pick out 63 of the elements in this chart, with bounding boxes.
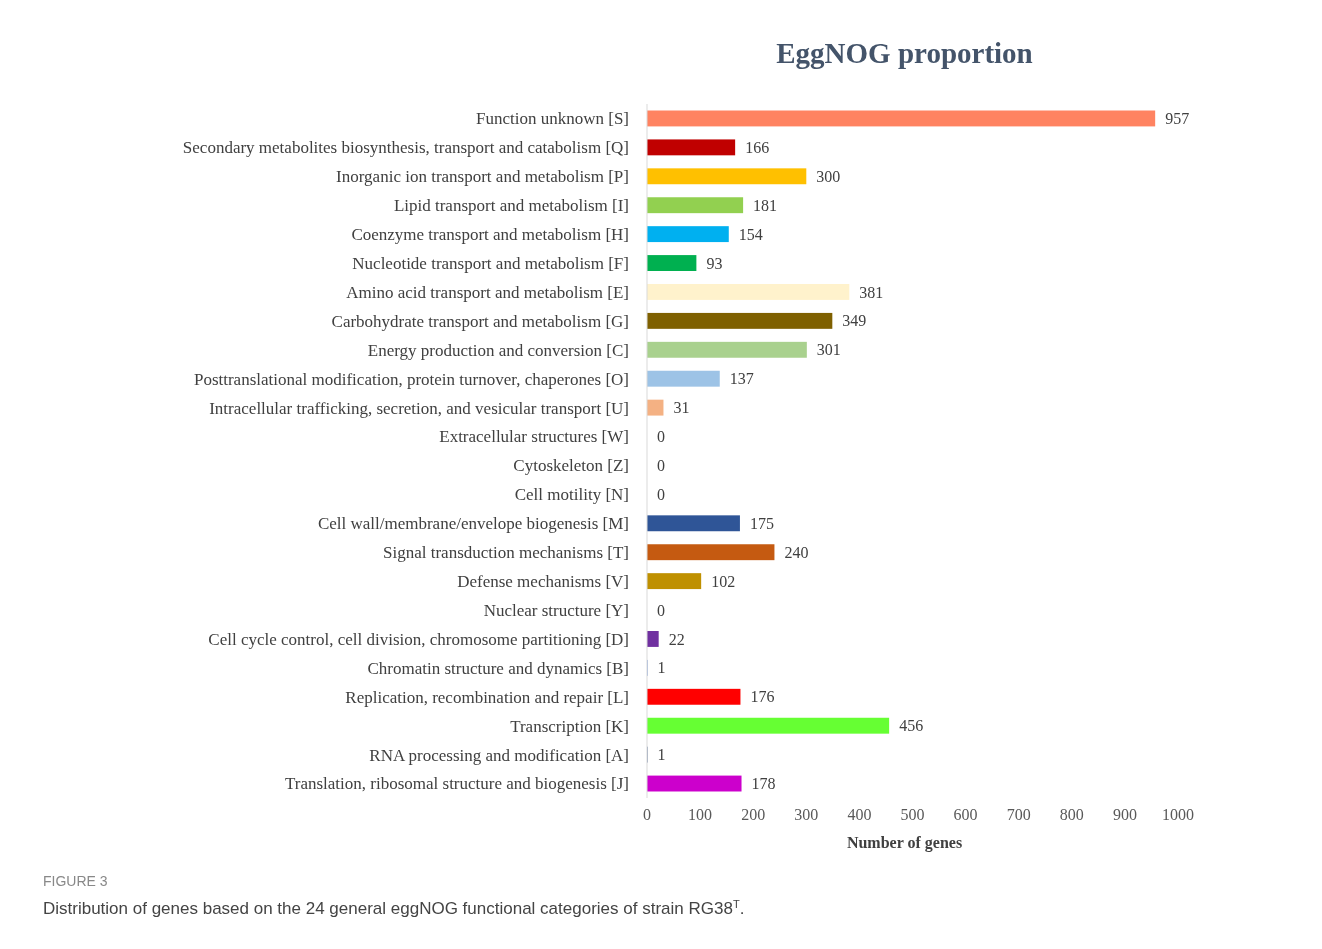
data-label: 93 [706,254,723,272]
x-tick-label: 0 [643,806,651,823]
y-tick-label: Posttranslational modification, protein turnover, chaperones [O] [193,369,629,389]
data-label: 957 [1165,110,1190,128]
data-label: 1 [657,746,666,764]
y-tick-label: Amino acid transport and metabolism [E] [346,282,629,302]
y-tick-label: Cytoskeleton [Z] [513,456,629,476]
x-tick-label: 300 [794,806,819,823]
data-label: 0 [657,601,665,619]
data-label: 301 [816,341,841,359]
y-tick-label: Function unknown [S] [476,109,629,129]
data-label: 154 [738,225,763,243]
y-tick-label: RNA processing and modification [A] [369,745,629,765]
data-label: 22 [668,630,685,648]
y-tick-label: Secondary metabolites biosynthesis, transport and catabolism [Q] [182,138,629,158]
data-label: 0 [657,485,665,503]
y-tick-label: Energy production and conversion [C] [367,340,629,360]
data-label: 137 [729,370,754,388]
x-tick-label: 100 [688,806,713,823]
x-tick-label: 500 [900,806,925,823]
y-tick-label: Translation, ribosomal structure and biogenesis [J] [284,774,629,794]
x-tick-label: 200 [741,806,766,823]
y-tick-label: Carbohydrate transport and metabolism [G] [331,311,629,331]
x-tick-label: 800 [1059,806,1084,823]
y-tick-label: Cell motility [N] [514,485,629,505]
x-axis-title: Number of genes [846,834,963,852]
data-label: 300 [816,167,841,185]
text: Distribution of genes based on the 24 general eggNOG functional categories of strain RG38$^{T}$. [43,898,745,918]
y-tick-label: Transcription [K] [510,716,629,736]
y-tick-label: Cell cycle control, cell division, chromosome partitioning [D] [208,629,629,649]
y-tick-label: Coenzyme transport and metabolism [H] [351,225,629,245]
data-label: 240 [784,543,809,561]
data-label: 102 [711,572,736,590]
data-label: 456 [899,717,924,735]
y-tick-label: Intracellular trafficking, secretion, and vesicular transport [U] [209,398,629,418]
x-tick-label: 900 [1112,806,1137,823]
y-tick-label: Replication, recombination and repair [L] [345,687,629,707]
caption: FIGURE 3 [43,873,108,889]
y-tick-label: Cell wall/membrane/envelope biogenesis [M] [317,514,629,534]
y-tick-label: Extracellular structures [W] [439,427,629,447]
data-label: 176 [750,688,775,706]
data-label: 31 [673,399,690,417]
data-label: 0 [657,428,665,446]
x-tick-label: 700 [1006,806,1031,823]
data-label: 181 [753,196,778,214]
y-tick-label: Signal transduction mechanisms [T] [383,543,629,563]
data-label: 1 [657,659,666,677]
data-label: 381 [859,283,884,301]
x-tick-label: 400 [847,806,872,823]
data-label: 349 [842,312,867,330]
data-label: 0 [657,457,665,475]
data-label: 175 [749,514,774,532]
y-tick-label: Lipid transport and metabolism [I] [393,196,629,216]
y-tick-label: Nuclear structure [Y] [483,600,629,620]
x-tick-label: 600 [953,806,978,823]
x-tick-label: 1000 [1162,806,1194,823]
data-label: 166 [745,138,770,156]
y-tick-label: Nucleotide transport and metabolism [F] [352,253,629,273]
y-tick-label: Inorganic ion transport and metabolism [P] [336,167,629,187]
y-tick-label: Chromatin structure and dynamics [B] [367,658,629,678]
data-label: 178 [751,775,776,793]
chart-title: EggNOG proportion [776,37,1033,69]
y-tick-label: Defense mechanisms [V] [457,572,629,592]
